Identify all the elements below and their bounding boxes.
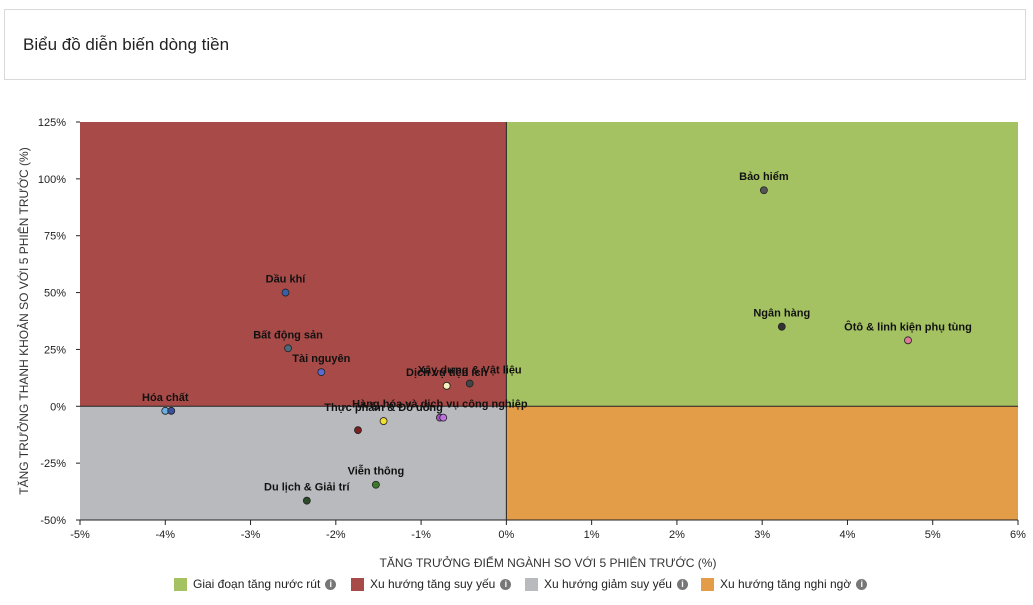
x-tick-label: 4% [840, 529, 856, 541]
point-label: Ngân hàng [753, 308, 810, 320]
x-tick-label: 2% [669, 529, 685, 541]
legend-label: Xu hướng giảm suy yếu [544, 577, 672, 591]
chart-legend: Giai đoạn tăng nước rút i Xu hướng tăng su… [0, 577, 1033, 597]
point-label: Xây dựng & Vật liệu [418, 365, 522, 377]
point-label: Bảo hiểm [739, 171, 789, 183]
page-title: Biểu đồ diễn biến dòng tiền [23, 35, 230, 54]
point-label: Thực phẩm & Đồ uống [324, 402, 443, 414]
y-tick-label: 0% [50, 401, 66, 413]
point-label: Ôtô & linh kiện phụ tùng [844, 320, 972, 333]
scatter-points [161, 186, 912, 505]
scatter-point[interactable] [777, 322, 786, 331]
legend-swatch [351, 577, 364, 591]
info-icon[interactable]: i [676, 578, 688, 590]
scatter-point[interactable] [465, 379, 474, 388]
scatter-point[interactable] [371, 480, 380, 489]
x-tick-label: -1% [411, 529, 431, 541]
legend-swatch [525, 577, 538, 591]
quadrant-weakening-uptrend [80, 122, 507, 407]
point-label: Dầu khí [266, 274, 307, 286]
legend-swatch [174, 577, 187, 591]
x-tick-label: 0% [498, 529, 514, 541]
info-icon[interactable]: i [500, 578, 512, 590]
scatter-point[interactable] [439, 413, 448, 422]
point-label: Viễn thông [348, 465, 405, 478]
legend-label: Xu hướng tăng nghi ngờ [720, 577, 852, 591]
x-axis-title: TĂNG TRƯỞNG ĐIỂM NGÀNH SO VỚI 5 PHIÊN TR… [380, 555, 717, 570]
scatter-point[interactable] [354, 426, 362, 435]
scatter-point[interactable] [284, 344, 292, 353]
quadrant-scatter-chart: -5% -4% -3% -2% -1% 0% 1% 2% 3% 4% 5% 6% 125% 100% 75%… [16, 117, 1026, 570]
x-tick-label: 3% [754, 529, 770, 541]
quadrant-doubtful-uptrend [506, 406, 1018, 520]
legend-item[interactable]: Giai đoạn tăng nước rút i [174, 577, 337, 591]
x-tick-label: -2% [326, 529, 346, 541]
info-icon[interactable]: i [325, 578, 337, 590]
y-axis-title: TĂNG TRƯỞNG THANH KHOẢN SO VỚI 5 PHIÊN T… [16, 147, 31, 494]
chart-header-card: Biểu đồ diễn biến dòng tiền [4, 9, 1026, 80]
x-tick-label: -4% [155, 529, 175, 541]
point-label: Tài nguyên [292, 353, 350, 365]
point-label: Du lịch & Giải trí [264, 482, 351, 494]
y-tick-label: 25% [44, 344, 66, 356]
point-label: Hàng hóa và dịch vụ công nghiệp [352, 399, 528, 411]
legend-label: Giai đoạn tăng nước rút [193, 577, 321, 591]
point-labels: Bảo hiểm Ngân hàng Ôtô & linh kiện phụ tùn… [142, 171, 972, 493]
y-tick-label: 100% [38, 174, 66, 186]
x-tick-label: 6% [1010, 529, 1026, 541]
y-tick-label: -50% [40, 515, 66, 527]
point-label: Bất động sản [253, 329, 323, 341]
point-label: Hóa chất [142, 392, 189, 404]
legend-item[interactable]: Xu hướng giảm suy yếu i [525, 577, 688, 591]
scatter-point[interactable] [379, 417, 388, 425]
scatter-point[interactable] [442, 381, 451, 390]
scatter-point[interactable] [302, 496, 311, 505]
scatter-point[interactable] [281, 288, 290, 297]
y-tick-label: 125% [38, 117, 66, 129]
quadrant-leading [506, 122, 1018, 407]
info-icon[interactable]: i [856, 578, 868, 590]
point-label: Dịch vụ tiện ích [406, 367, 488, 379]
legend-item[interactable]: Xu hướng tăng suy yếu i [351, 577, 512, 591]
y-tick-label: 75% [44, 231, 66, 243]
scatter-point[interactable] [759, 186, 768, 195]
y-tick-label: -25% [40, 458, 66, 470]
x-tick-label: 1% [584, 529, 600, 541]
y-tick-label: 50% [44, 288, 66, 300]
legend-swatch [701, 577, 714, 591]
x-tick-label: -3% [241, 529, 261, 541]
legend-item[interactable]: Xu hướng tăng nghi ngờ i [701, 577, 868, 591]
quadrant-backgrounds [80, 122, 1018, 520]
legend-label: Xu hướng tăng suy yếu [370, 577, 496, 591]
quadrant-weakening-downtrend [80, 406, 507, 520]
scatter-point[interactable] [317, 368, 326, 377]
x-tick-label: -5% [70, 529, 90, 541]
scatter-point[interactable] [904, 336, 912, 345]
chart-axes: -5% -4% -3% -2% -1% 0% 1% 2% 3% 4% 5% 6% 125% 100% 75%… [38, 117, 1026, 541]
scatter-point[interactable] [167, 406, 176, 415]
x-tick-label: 5% [925, 529, 941, 541]
